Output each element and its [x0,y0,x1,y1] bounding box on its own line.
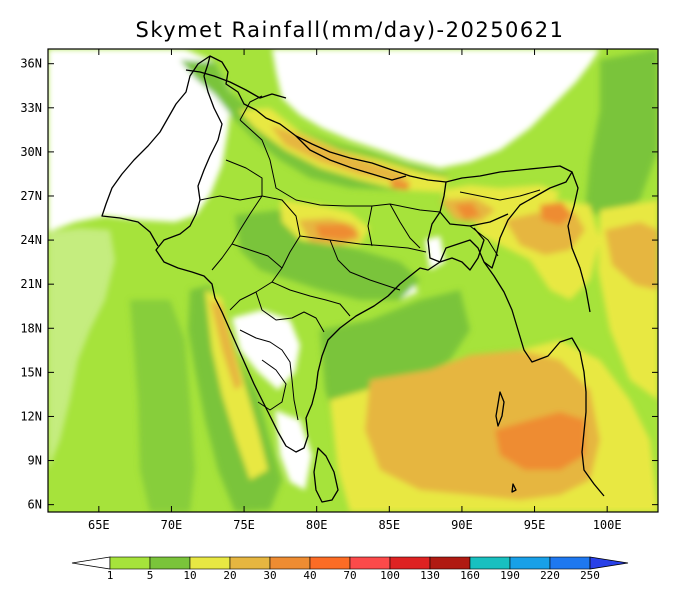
map-title: Skymet Rainfall(mm/day)-20250621 [135,18,565,42]
lat-tick-label: 6N [28,498,42,512]
moderate-green-east [585,49,658,220]
dry-region-deccan [232,310,300,390]
orange-light-himalaya [270,125,410,182]
colorbar-tick-label: 10 [183,569,196,582]
colorbar-tick-label: 100 [380,569,400,582]
lon-tick-label: 100E [593,518,622,532]
colorbar-swatch [149,556,191,570]
lat-tick-label: 36N [20,57,42,71]
colorbar-tick-label: 5 [147,569,154,582]
orange-light-myanmar [505,212,585,255]
map-axes: 36N 33N 30N 27N 24N 21N 18N 15N 12N 9N 6N 65E 70E 75E… [20,49,658,532]
colorbar-swatch [509,556,551,570]
lon-tick-label: 70E [161,518,183,532]
colorbar-swatch [469,556,511,570]
orange-andaman [495,412,585,470]
colorbar-swatch [389,556,431,570]
orange-myanmar-coast [540,202,572,225]
nepal-boundary [295,135,407,181]
orange-light-east [605,222,658,290]
colorbar-tick-label: 70 [343,569,356,582]
lon-tick-label: 80E [306,518,328,532]
orange-bengal [455,203,480,220]
srilanka [313,447,339,503]
rainfall-field [48,49,658,512]
dry-region-west [48,228,115,470]
lon-tick-label: 85E [378,518,400,532]
lat-tick-label: 24N [20,233,42,247]
lon-tick-label: 90E [451,518,473,532]
colorbar-max-arrow [589,556,629,570]
orange-central-india [315,224,360,240]
moderate-green-north [180,60,450,190]
orange-nepal [390,180,410,190]
colorbar-tick-label: 130 [420,569,440,582]
myanmar-coast [483,261,605,497]
colorbar-swatch [549,556,591,570]
lat-tick-label: 30N [20,145,42,159]
dry-region-northeast [272,49,600,168]
moderate-green-central [235,210,420,300]
colorbar-tick-label: 40 [303,569,316,582]
boundary-lines [101,55,605,503]
northeast-boundary [439,181,509,227]
colorbar-tick-label: 30 [263,569,276,582]
colorbar-swatch [109,556,151,570]
colorbar-swatch [429,556,471,570]
colorbar-min-arrow [71,556,111,570]
bangladesh-boundary [427,211,485,271]
lat-tick-label: 33N [20,101,42,115]
colorbar-tick-label: 220 [540,569,560,582]
dry-region-north [48,49,232,232]
moderate-green-bay [320,290,470,420]
colorbar-tick-label: 250 [580,569,600,582]
plot-frame [47,48,659,513]
orange-light-kerala [210,300,242,390]
lon-tick-label: 65E [88,518,110,532]
lat-tick-label: 9N [28,454,42,468]
lon-tick-label: 95E [524,518,546,532]
lat-tick-label: 18N [20,321,42,335]
colorbar-swatch [349,556,391,570]
colorbar-swatch [189,556,231,570]
india-boundary [155,55,573,453]
lat-tick-label: 15N [20,365,42,379]
colorbar-swatch [309,556,351,570]
moderate-green-arabian [130,300,195,512]
colorbar-tick-label: 190 [500,569,520,582]
lat-tick-label: 21N [20,277,42,291]
thailand-coast [567,171,591,313]
state-lines [199,95,541,421]
colorbar-swatch [229,556,271,570]
lon-tick-label: 75E [233,518,255,532]
colorbar-swatch [269,556,311,570]
andaman-islands [495,391,505,427]
pakistan-boundary [101,55,211,247]
lat-tick-label: 12N [20,409,42,423]
lat-tick-label: 27N [20,189,42,203]
colorbar: 1 5 10 20 30 40 70 100 130 160 190 220 250 [71,556,629,582]
colorbar-tick-label: 20 [223,569,236,582]
colorbar-tick-label: 160 [460,569,480,582]
afghanistan-boundary [185,69,287,99]
nicobar-islands [511,483,517,493]
colorbar-tick-label: 1 [107,569,114,582]
